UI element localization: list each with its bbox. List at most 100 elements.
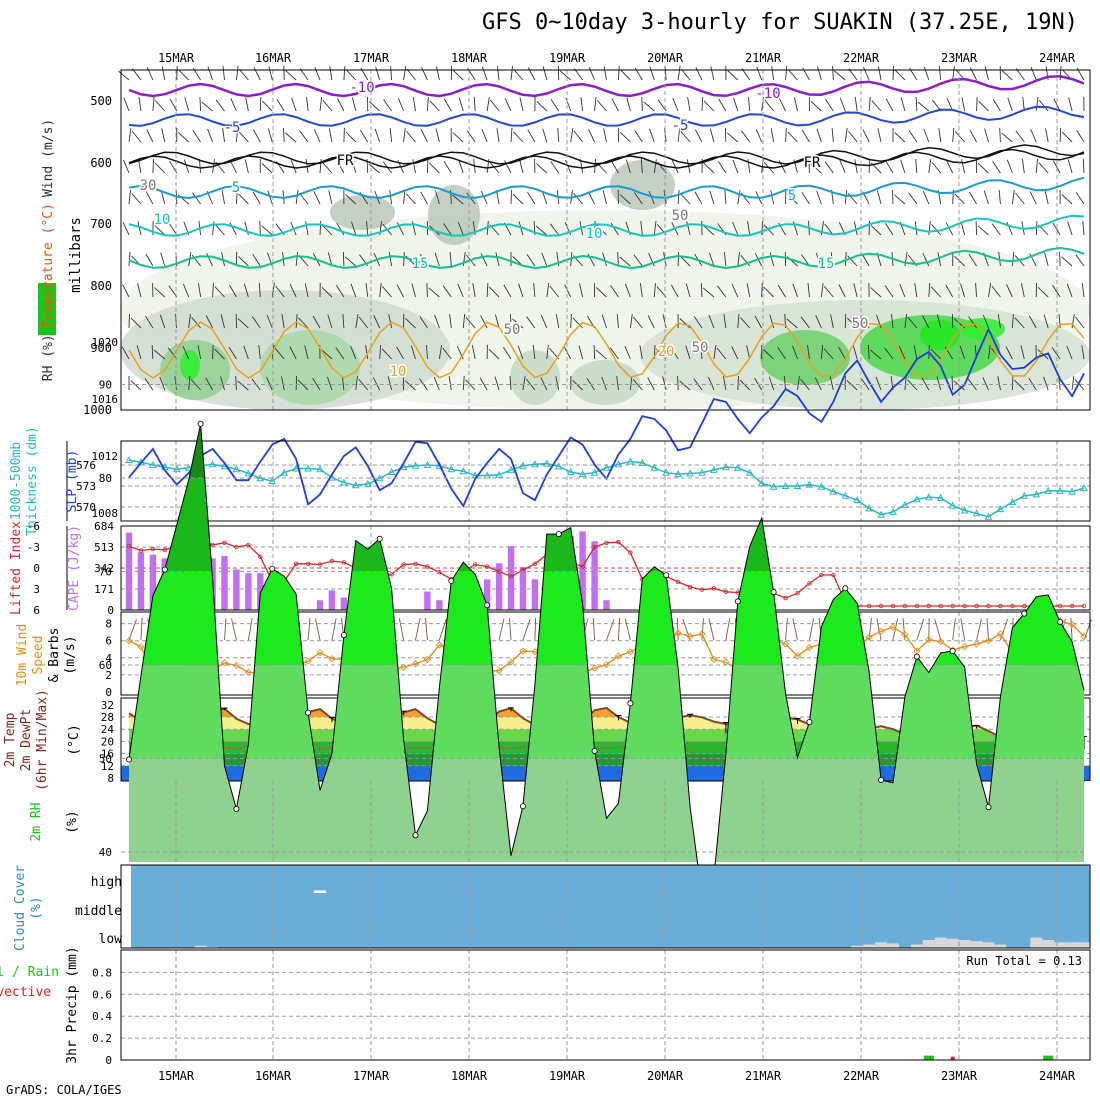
wind-barb <box>486 97 490 112</box>
axis-label-line: 3hr Precip (mm) <box>65 946 80 1063</box>
wind-speed-marker <box>435 641 444 649</box>
wind-barb <box>443 223 452 236</box>
thickness-marker <box>280 468 289 476</box>
convective-bar <box>950 1056 955 1060</box>
contour-label: 15 <box>818 256 835 272</box>
y-tick-label: 684 <box>94 520 114 533</box>
wind-barb <box>991 223 1001 236</box>
pressure-tick-label: 500 <box>90 94 112 108</box>
slp-label: SLP (mb) <box>65 450 80 513</box>
wind-barb <box>329 66 333 81</box>
wind-barb <box>951 375 954 391</box>
wind-barb <box>1082 158 1085 174</box>
wind-barb <box>885 223 894 236</box>
cape-bar <box>137 552 145 610</box>
lifted-index-marker <box>998 603 1003 609</box>
wind-barb <box>657 99 667 112</box>
wind-barb <box>800 316 810 329</box>
wind-barb <box>540 377 548 391</box>
wind-speed-marker <box>805 643 814 652</box>
wind-barb <box>313 191 321 205</box>
wind-barb <box>988 283 992 298</box>
wind-barb <box>426 96 429 112</box>
thickness-marker <box>984 512 993 520</box>
wind-barb <box>212 221 215 236</box>
wind-barb <box>713 345 717 360</box>
wind-barb <box>239 69 249 81</box>
wind-barb <box>716 347 727 360</box>
low-cloud-bar <box>194 945 207 948</box>
rh-marker <box>269 565 276 572</box>
wind-barb <box>682 619 691 641</box>
wind-barb <box>928 159 932 174</box>
wind-barb <box>693 316 703 329</box>
thickness-marker <box>686 469 694 477</box>
wind-barb <box>188 376 191 391</box>
contour-label: 5 <box>232 180 240 196</box>
wind-barb <box>275 285 285 298</box>
wind-barb <box>1005 346 1013 360</box>
thickness-marker <box>125 456 133 464</box>
wind-barb <box>723 314 727 329</box>
lifted-index-marker <box>317 562 323 567</box>
wind-barb <box>285 70 297 81</box>
wind-barb <box>197 283 202 298</box>
wind-barb <box>672 97 679 112</box>
wind-barb <box>1070 617 1073 641</box>
lifted-index-marker <box>150 546 156 552</box>
thickness-marker <box>435 461 444 469</box>
low-cloud-bar <box>1066 942 1079 949</box>
wind-barb <box>321 224 333 236</box>
date-tick-label: 17MAR <box>353 1069 390 1083</box>
wind-barb <box>820 283 824 298</box>
cloud-level-label: middle <box>75 904 122 919</box>
wind-barb <box>894 194 906 205</box>
wind-barb <box>737 252 740 267</box>
wind-barb <box>220 376 225 391</box>
wind-barb <box>145 315 154 329</box>
wind-barb <box>215 99 225 112</box>
wind-barb <box>770 128 775 143</box>
thickness-marker <box>674 470 682 478</box>
wind-barb <box>206 253 213 267</box>
wind-barb <box>205 315 213 329</box>
wind-speed-marker <box>1080 632 1088 641</box>
wind-barb <box>679 255 691 267</box>
lifted-index-marker <box>258 554 263 559</box>
wind-barb <box>952 618 956 641</box>
wind-barb <box>786 318 798 329</box>
wind-barb <box>960 283 966 298</box>
wind-barb <box>359 129 369 143</box>
lifted-index-marker <box>1057 603 1063 609</box>
rh-legend-swatch <box>38 283 56 335</box>
thickness-marker <box>913 495 921 503</box>
wind-barb <box>457 221 464 236</box>
wind-barb <box>130 380 142 391</box>
date-tick-label: 24MAR <box>1039 51 1076 65</box>
wind-barb <box>914 283 918 298</box>
wind-speed-marker <box>901 631 909 639</box>
thickness-marker <box>542 459 551 467</box>
lifted-index-marker <box>389 572 394 577</box>
wind-barb <box>235 66 239 81</box>
wind-barb <box>390 65 393 81</box>
wind-barb <box>732 221 739 236</box>
thickness-marker <box>781 481 790 489</box>
wind-barb <box>777 347 786 360</box>
wind-barb <box>959 345 966 360</box>
wind-barb <box>862 67 870 81</box>
wind-barb <box>853 283 858 298</box>
wind-barb <box>810 163 822 174</box>
wind-barb <box>345 131 357 143</box>
lifted-index-marker <box>1081 603 1087 609</box>
wind-barb <box>808 158 810 174</box>
wind-barb <box>350 345 357 360</box>
lifted-index-marker <box>795 591 800 596</box>
wind-barb <box>783 376 787 391</box>
wind-barb <box>480 315 488 329</box>
wind-barb <box>261 163 273 174</box>
y-tick-label: 20 <box>101 735 114 748</box>
wind-barb <box>351 159 357 174</box>
wind-barb <box>848 68 858 81</box>
wind-barb <box>977 163 989 174</box>
